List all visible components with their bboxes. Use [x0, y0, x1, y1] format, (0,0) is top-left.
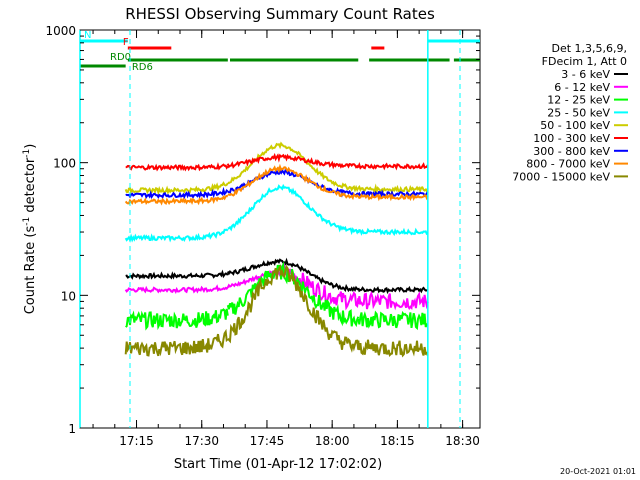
- flag-label: F: [123, 37, 129, 48]
- legend-entry-label: 50 - 100 keV: [540, 119, 610, 132]
- series-line: [125, 269, 229, 280]
- legend-entry-label: 6 - 12 keV: [554, 81, 610, 94]
- series-line: [357, 285, 429, 295]
- x-axis: 17:15 17:30 17:45 18:00 18:15 18:30: [92, 30, 480, 448]
- y-axis-label-sup: -1: [22, 217, 32, 226]
- series-line: [124, 284, 229, 295]
- x-tick-label: 17:45: [250, 434, 285, 448]
- series-layer: [124, 141, 429, 358]
- x-tick-label: 17:15: [119, 434, 154, 448]
- series-line: [125, 162, 229, 172]
- legend: Det 1,3,5,6,9, FDecim 1, Att 0 3 - 6 keV…: [512, 42, 628, 183]
- x-tick-label: 17:30: [184, 434, 219, 448]
- marker-layer: [79, 30, 461, 428]
- series-line: [227, 263, 360, 353]
- series-line: [124, 328, 229, 357]
- legend-entry-label: 7000 - 15000 keV: [512, 170, 610, 183]
- series-line: [357, 290, 429, 311]
- series-line: [357, 227, 429, 237]
- series-line: [357, 310, 429, 331]
- chart-title: RHESSI Observing Summary Count Rates: [125, 5, 435, 23]
- legend-entry-label: 800 - 7000 keV: [526, 158, 610, 171]
- render-timestamp: 20-Oct-2021 01:01: [560, 467, 636, 476]
- flag-label: RD0: [110, 52, 131, 63]
- legend-header-line: Det 1,3,5,6,9,: [551, 42, 627, 55]
- series-line: [357, 339, 429, 358]
- series-line: [227, 183, 360, 236]
- legend-entry-label: 25 - 50 keV: [547, 106, 610, 119]
- y-axis-label-part: ): [23, 144, 38, 149]
- y-axis-label-part: detector: [23, 157, 38, 217]
- legend-entry-label: 12 - 25 keV: [547, 94, 610, 107]
- y-axis-label-sup: -1: [22, 149, 32, 158]
- y-axis-label: Count Rate (s-1 detector-1): [22, 144, 38, 315]
- flag-label: RD6: [132, 62, 153, 73]
- legend-entry-label: 300 - 800 keV: [533, 145, 610, 158]
- series-line: [226, 152, 360, 170]
- series-line: [357, 183, 429, 195]
- x-tick-label: 18:00: [315, 434, 350, 448]
- legend-entry-label: 3 - 6 keV: [561, 68, 610, 81]
- series-line: [227, 141, 360, 193]
- series-line: [124, 194, 229, 206]
- series-line: [124, 308, 229, 331]
- y-axis-label-part: Count Rate (s: [23, 226, 38, 315]
- legend-entry-label: 100 - 300 keV: [533, 132, 610, 145]
- series-line: [124, 228, 229, 243]
- series-line: [124, 181, 229, 196]
- flag-label: N: [84, 30, 91, 41]
- series-line: [226, 261, 360, 328]
- y-tick-label: 1000: [45, 24, 76, 38]
- series-line: [357, 189, 429, 200]
- y-tick-label: 1: [68, 422, 76, 436]
- series-line: [226, 257, 359, 293]
- x-tick-label: 18:15: [380, 434, 415, 448]
- plot-frame: [79, 29, 481, 429]
- series-line: [227, 163, 360, 201]
- y-tick-label: 100: [53, 157, 76, 171]
- y-axis: 1 10 100 1000: [45, 24, 480, 436]
- series-line: [357, 192, 429, 202]
- series-line: [125, 186, 229, 200]
- y-tick-label: 10: [61, 289, 76, 303]
- series-line: [357, 161, 429, 171]
- x-tick-label: 18:30: [445, 434, 480, 448]
- legend-header-line: FDecim 1, Att 0: [542, 55, 627, 68]
- x-axis-label: Start Time (01-Apr-12 17:02:02): [174, 457, 382, 472]
